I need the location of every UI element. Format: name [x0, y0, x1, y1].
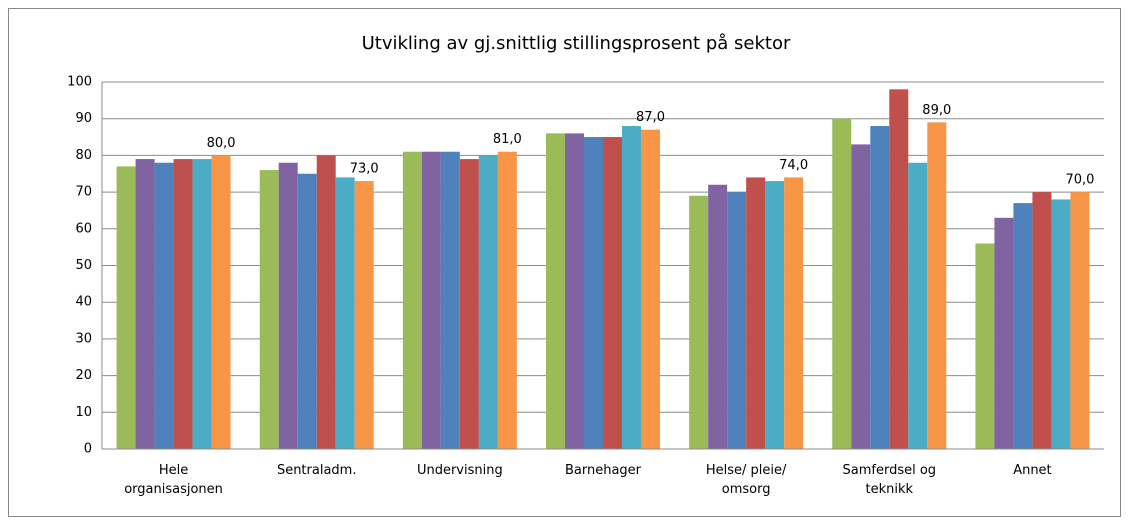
bar	[908, 162, 928, 450]
bar	[622, 126, 641, 449]
bar	[211, 155, 231, 449]
bar	[546, 133, 565, 449]
bar	[708, 184, 728, 449]
bar	[335, 177, 355, 450]
bar	[192, 159, 212, 449]
bar	[116, 166, 136, 449]
data-label: 80,0	[207, 136, 236, 151]
bar	[746, 177, 766, 450]
bar	[832, 118, 852, 449]
bar	[154, 162, 174, 450]
x-tick-label: Hele organisasjonen	[124, 463, 223, 497]
bar	[354, 181, 374, 449]
x-tick-label: Sentraladm.	[277, 463, 357, 478]
bar	[851, 144, 871, 449]
bar	[440, 151, 460, 450]
bar	[173, 159, 193, 449]
bar	[565, 133, 584, 449]
bar	[1070, 192, 1090, 449]
bar	[135, 159, 155, 449]
data-label: 81,0	[493, 132, 522, 147]
bar	[297, 173, 317, 449]
y-tick-label: 40	[75, 295, 92, 310]
bar	[497, 151, 517, 450]
bar	[584, 137, 603, 450]
bar	[765, 181, 785, 449]
bar	[641, 129, 660, 449]
bar	[421, 151, 441, 450]
y-tick-label: 70	[75, 185, 92, 200]
data-label: 74,0	[779, 158, 808, 173]
bar	[927, 122, 947, 450]
bar	[784, 177, 804, 450]
x-tick-label: Helse/ pleie/omsorg	[706, 463, 787, 497]
y-tick-label: 100	[67, 75, 92, 90]
bar	[478, 155, 498, 449]
y-tick-label: 50	[75, 258, 92, 273]
x-tick-label: Annet	[1013, 463, 1051, 478]
data-label: 70,0	[1065, 173, 1094, 188]
bar	[727, 192, 747, 449]
bar	[259, 170, 279, 449]
data-label: 87,0	[636, 110, 665, 125]
x-tick-label: Samferdsel og teknikk	[843, 463, 937, 497]
bar	[402, 151, 422, 450]
bar	[316, 155, 336, 449]
bar	[1032, 192, 1052, 449]
bar	[889, 89, 909, 449]
bar	[1051, 199, 1071, 449]
data-label: 73,0	[350, 162, 379, 177]
bar	[975, 243, 995, 449]
y-tick-label: 30	[75, 331, 92, 346]
bar	[278, 162, 298, 450]
y-tick-label: 0	[84, 442, 92, 457]
data-label: 89,0	[922, 103, 951, 118]
y-tick-label: 20	[75, 368, 92, 383]
bar	[689, 195, 709, 449]
x-tick-label: Undervisning	[417, 463, 503, 478]
bar	[603, 137, 622, 450]
y-tick-label: 80	[75, 148, 92, 163]
bar	[459, 159, 479, 449]
x-tick-label: Barnehager	[565, 463, 642, 478]
bar	[1013, 203, 1033, 449]
y-tick-label: 60	[75, 221, 92, 236]
y-tick-label: 10	[75, 405, 92, 420]
chart-title: Utvikling av gj.snittlig stillingsprosen…	[362, 33, 791, 54]
bar	[994, 217, 1014, 449]
bar	[870, 126, 890, 449]
y-tick-label: 90	[75, 111, 92, 126]
